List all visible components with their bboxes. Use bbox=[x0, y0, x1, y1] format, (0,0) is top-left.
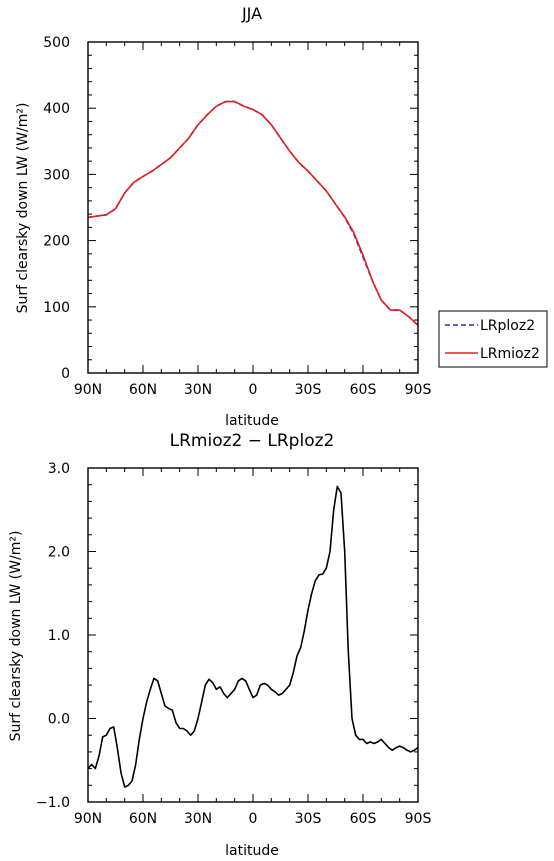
top-chart-title: JJA bbox=[241, 4, 262, 23]
top-series-line-LRmioz2 bbox=[87, 100, 419, 326]
top-y-tick-labels: 0 100 200 300 400 500 bbox=[43, 35, 70, 382]
bottom-x-tick-label: 90N bbox=[74, 811, 102, 827]
bottom-x-tick-label: 30N bbox=[184, 811, 212, 827]
bottom-panel: LRmioz2 − LRploz2 latitude Surf clearsky… bbox=[8, 431, 431, 859]
top-panel: JJA latitude Surf clearsky down LW (W/m²… bbox=[15, 4, 431, 429]
bottom-series-lines bbox=[87, 485, 419, 788]
top-x-tick-label: 0 bbox=[249, 382, 258, 398]
top-y-tick-label: 200 bbox=[43, 234, 70, 250]
top-y-tick-label: 500 bbox=[43, 35, 70, 51]
top-y-tick-label: 400 bbox=[43, 101, 70, 117]
top-x-axis-label: latitude bbox=[225, 413, 279, 429]
top-series-lines bbox=[87, 100, 419, 326]
top-x-tick-label: 60N bbox=[129, 382, 157, 398]
top-x-tick-label: 60S bbox=[350, 382, 377, 398]
bottom-y-tick-labels: −1.0 0.0 1.0 2.0 3.0 bbox=[36, 461, 70, 811]
legend-label-LRmioz2: LRmioz2 bbox=[480, 346, 540, 362]
bottom-x-tick-label: 0 bbox=[249, 811, 258, 827]
bottom-y-axis-label: Surf clearsky down LW (W/m²) bbox=[8, 531, 24, 742]
bottom-x-tick-label: 90S bbox=[405, 811, 432, 827]
top-x-tick-label: 30N bbox=[184, 382, 212, 398]
legend-label-LRploz2: LRploz2 bbox=[480, 318, 535, 334]
bottom-x-tick-labels: 90N 60N 30N 0 30S 60S 90S bbox=[74, 811, 432, 827]
bottom-y-tick-label: 2.0 bbox=[48, 545, 70, 561]
bottom-axis-ticks bbox=[87, 467, 419, 803]
bottom-x-axis-label: latitude bbox=[225, 843, 279, 859]
bottom-y-tick-label: 0.0 bbox=[48, 712, 70, 728]
top-plot-frame bbox=[87, 41, 419, 374]
bottom-x-tick-label: 30S bbox=[295, 811, 322, 827]
bottom-x-tick-label: 60S bbox=[350, 811, 377, 827]
top-y-tick-label: 300 bbox=[43, 167, 70, 183]
bottom-chart-title: LRmioz2 − LRploz2 bbox=[170, 431, 335, 451]
top-x-tick-label: 30S bbox=[295, 382, 322, 398]
bottom-y-tick-label: 1.0 bbox=[48, 628, 70, 644]
top-series-line-LRploz2 bbox=[87, 100, 419, 326]
top-y-tick-label: 100 bbox=[43, 300, 70, 316]
bottom-y-tick-label: −1.0 bbox=[36, 795, 70, 811]
legend: LRploz2 LRmioz2 bbox=[438, 310, 548, 368]
top-y-tick-label: 0 bbox=[61, 366, 70, 382]
legend-box bbox=[438, 310, 548, 368]
top-axis-ticks bbox=[87, 41, 419, 374]
top-y-axis-label: Surf clearsky down LW (W/m²) bbox=[15, 103, 31, 314]
top-x-tick-labels: 90N 60N 30N 0 30S 60S 90S bbox=[74, 382, 432, 398]
bottom-y-tick-label: 3.0 bbox=[48, 461, 70, 477]
bottom-x-tick-label: 60N bbox=[129, 811, 157, 827]
top-x-tick-label: 90N bbox=[74, 382, 102, 398]
bottom-series-line-series-0 bbox=[87, 485, 419, 788]
top-x-tick-label: 90S bbox=[405, 382, 432, 398]
